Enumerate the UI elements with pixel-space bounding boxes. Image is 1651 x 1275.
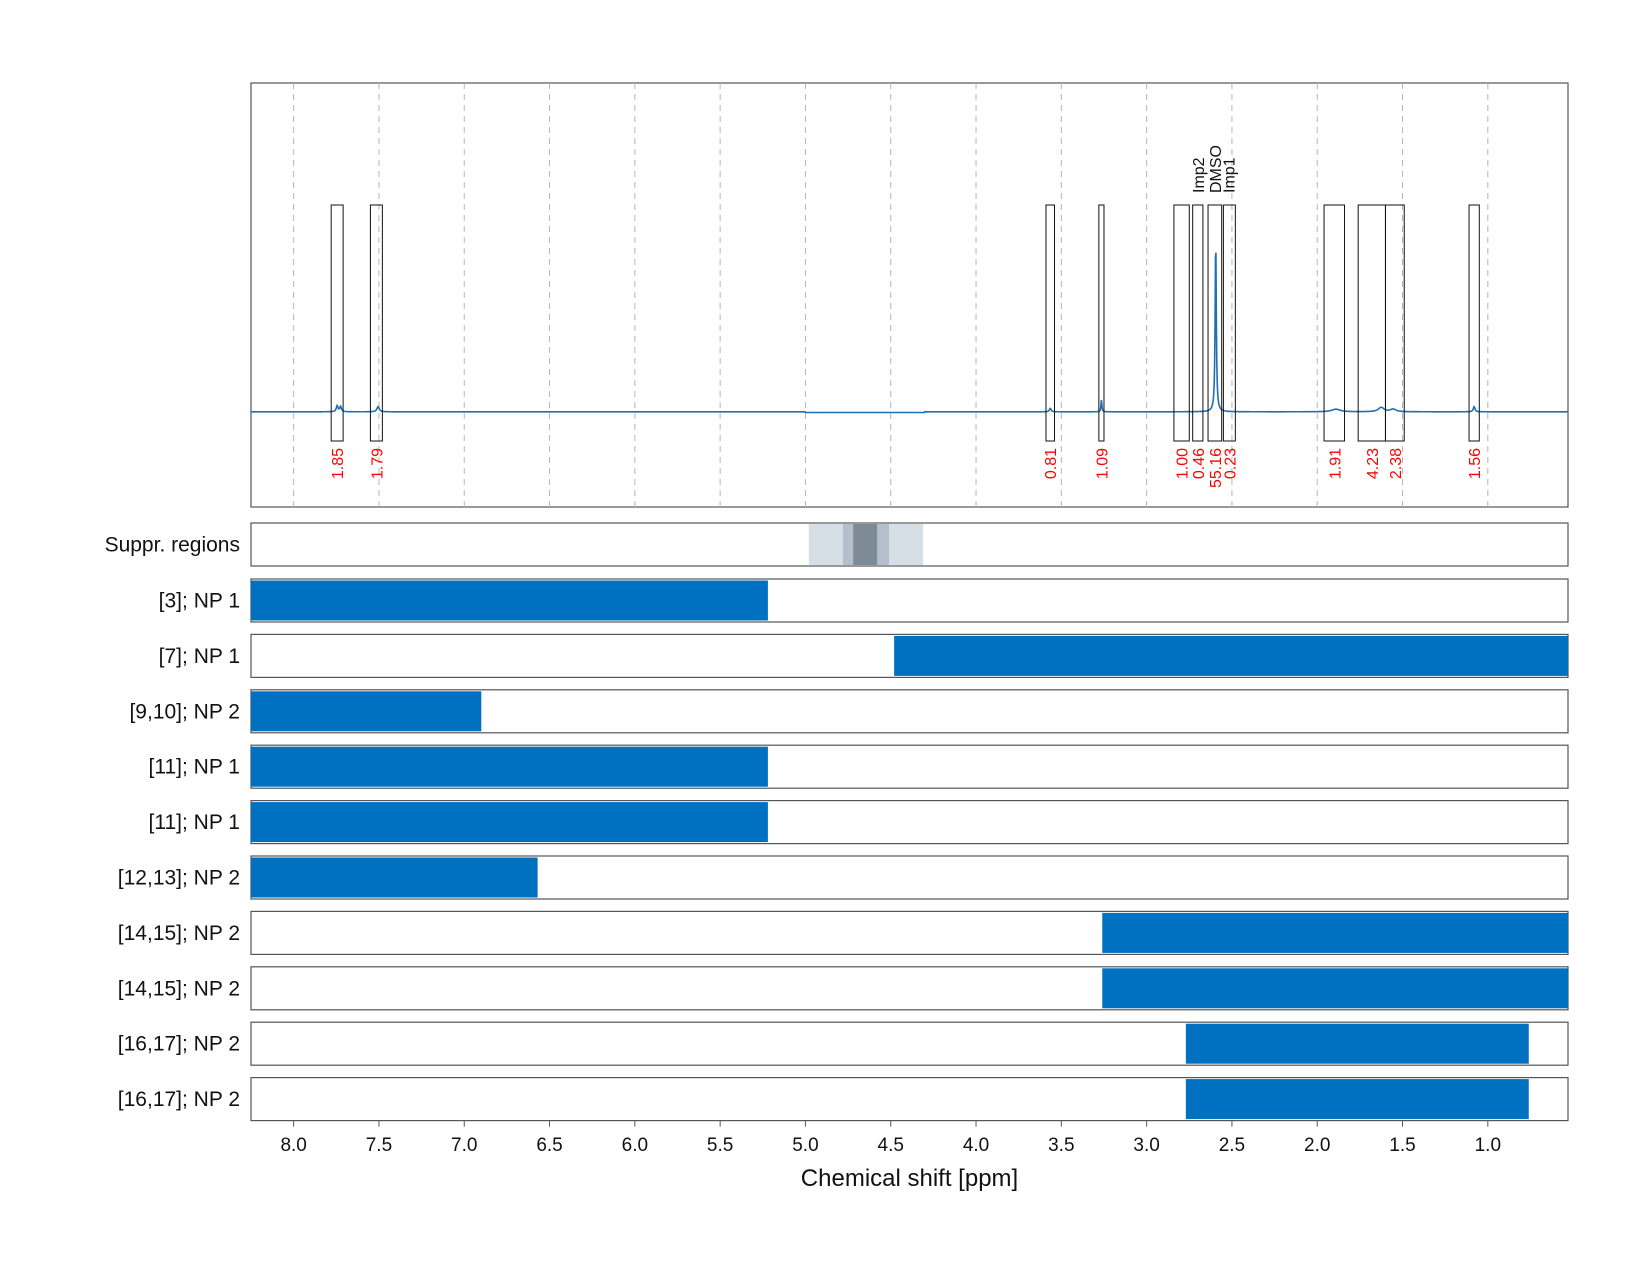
x-tick-label: 3.5 xyxy=(1048,1135,1074,1156)
region-row-label: [16,17]; NP 2 xyxy=(118,1088,240,1111)
region-row: [9,10]; NP 2 xyxy=(129,689,1569,734)
integral-value-label: 1.56 xyxy=(1467,448,1484,479)
integral-value-label: 0.23 xyxy=(1222,448,1239,479)
integral-region-box xyxy=(1045,204,1056,442)
integral-value-label: 1.00 xyxy=(1175,448,1192,479)
region-bar xyxy=(1185,1079,1529,1120)
region-row-label: [11]; NP 1 xyxy=(149,811,240,834)
x-tick-label: 1.0 xyxy=(1475,1135,1501,1156)
integral-value-label: 1.79 xyxy=(369,448,386,479)
region-row-label: [14,15]; NP 2 xyxy=(118,922,240,945)
suppression-panel: Suppr. regions xyxy=(105,522,1569,567)
x-tick-label: 8.0 xyxy=(280,1135,306,1156)
integral-region-box xyxy=(1098,204,1105,442)
region-row: [14,15]; NP 2 xyxy=(118,966,1569,1011)
integral-value-labels: 1.85 1.79 0.81 1.09 1.00 0.46 55.160.23 1.91 4.2… xyxy=(330,448,1484,488)
region-bar xyxy=(1102,912,1568,953)
region-bar xyxy=(251,691,482,732)
integral-region-box xyxy=(1222,204,1236,442)
integral-value-label: 2.38 xyxy=(1388,448,1405,479)
integral-value-label: 1.09 xyxy=(1094,448,1111,479)
integral-regions xyxy=(330,204,1480,442)
suppression-band xyxy=(853,524,878,565)
region-row-label: [7]; NP 1 xyxy=(159,645,240,668)
region-bar xyxy=(251,857,538,898)
region-row-label: [12,13]; NP 2 xyxy=(118,867,240,890)
x-tick-label: 7.5 xyxy=(366,1135,392,1156)
x-tick-label: 7.0 xyxy=(451,1135,477,1156)
integral-region-box xyxy=(1323,204,1346,442)
peak-label: DMSO xyxy=(1208,145,1225,193)
region-bar xyxy=(894,635,1568,676)
integral-value-label: 1.91 xyxy=(1327,448,1344,479)
integral-region-box xyxy=(1207,204,1223,442)
region-bar-rows: [3]; NP 1 [7]; NP 1 [9,10]; NP 2 [11]; NP 1… xyxy=(118,578,1569,1122)
region-row: [14,15]; NP 2 xyxy=(118,910,1569,956)
x-tick-label: 6.0 xyxy=(622,1135,648,1156)
region-row: [16,17]; NP 2 xyxy=(118,1021,1569,1066)
peak-label: Imp2 xyxy=(1191,157,1208,193)
x-tick-label: 1.5 xyxy=(1389,1135,1415,1156)
integral-value-label: 4.23 xyxy=(1365,448,1382,479)
region-row: [7]; NP 1 xyxy=(159,633,1569,679)
spectrum-frame xyxy=(250,82,1569,508)
x-tick-label: 2.0 xyxy=(1304,1135,1330,1156)
integral-region-box xyxy=(330,204,344,442)
region-bar xyxy=(1102,968,1568,1009)
x-tick-label: 3.0 xyxy=(1133,1135,1159,1156)
x-tick-label: 6.5 xyxy=(536,1135,562,1156)
region-bar xyxy=(251,746,768,787)
region-bar xyxy=(251,802,768,843)
region-row: [12,13]; NP 2 xyxy=(118,855,1569,900)
peak-label: Imp1 xyxy=(1222,157,1239,193)
integral-region-box xyxy=(1468,204,1480,442)
region-row: [11]; NP 1 xyxy=(149,799,1569,845)
integral-value-label: 0.46 xyxy=(1191,448,1208,479)
region-row-label: [3]; NP 1 xyxy=(159,590,240,613)
x-tick-label: 5.0 xyxy=(792,1135,818,1156)
x-tick-label: 2.5 xyxy=(1219,1135,1245,1156)
region-row: [11]; NP 1 xyxy=(149,744,1569,789)
x-tick-label: 5.5 xyxy=(707,1135,733,1156)
suppression-bands xyxy=(808,524,924,565)
x-tick-label: 4.0 xyxy=(963,1135,989,1156)
integral-value-label: 55.16 xyxy=(1208,448,1225,488)
x-axis-title: Chemical shift [ppm] xyxy=(801,1165,1018,1192)
integral-region-box xyxy=(369,204,383,442)
integral-region-box xyxy=(1173,204,1190,442)
integral-value-label: 1.85 xyxy=(330,448,347,479)
spectrum-line xyxy=(251,252,1568,414)
region-bar xyxy=(251,580,768,621)
region-row-label: [9,10]; NP 2 xyxy=(129,700,240,723)
x-axis: 8.0 7.5 7.0 6.5 6.0 5.5 5.0 4.5 4.0 3.5 3.0 2.5 2.0 1… xyxy=(280,1120,1501,1156)
region-row: [16,17]; NP 2 xyxy=(118,1076,1569,1122)
region-row: [3]; NP 1 xyxy=(159,578,1569,623)
region-row-label: [11]; NP 1 xyxy=(149,756,240,779)
suppression-label: Suppr. regions xyxy=(105,534,240,557)
x-tick-label: 4.5 xyxy=(878,1135,904,1156)
spectrum-panel: 1.85 1.79 0.81 1.09 1.00 0.46 55.160.23 1.91 4.2… xyxy=(250,82,1569,508)
region-row-label: [14,15]; NP 2 xyxy=(118,977,240,1000)
region-row-label: [16,17]; NP 2 xyxy=(118,1033,240,1056)
integral-value-label: 0.81 xyxy=(1043,448,1060,479)
spectrum-grid xyxy=(293,83,1489,507)
region-bar xyxy=(1185,1023,1529,1064)
integral-region-box xyxy=(1192,204,1204,442)
integral-region-box xyxy=(1384,204,1405,442)
